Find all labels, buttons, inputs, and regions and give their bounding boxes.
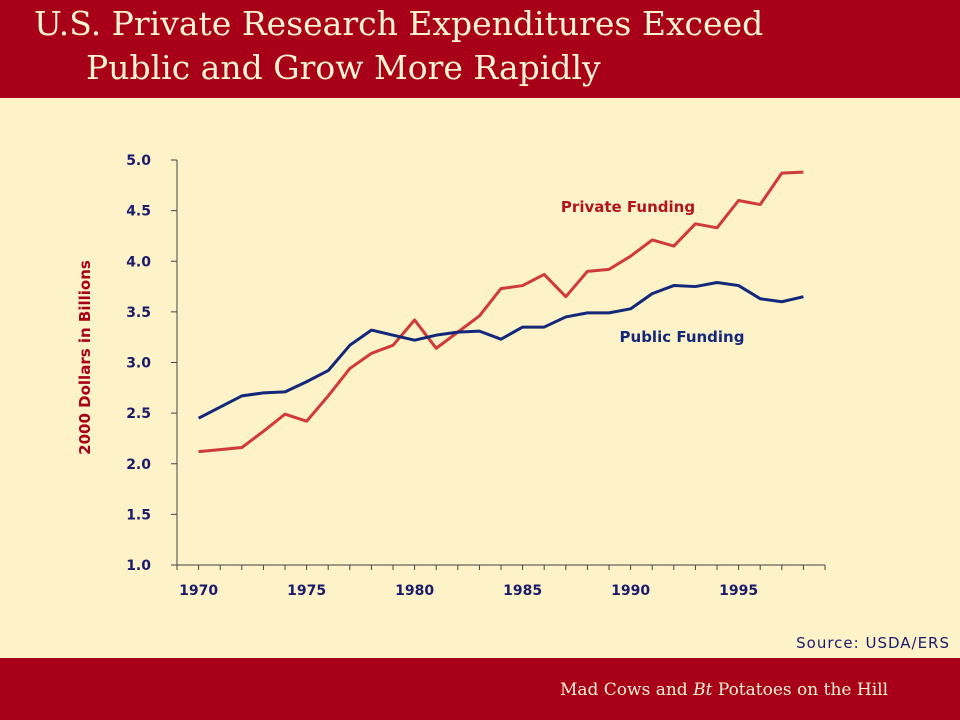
y-tick-label: 3.0 [126, 356, 151, 372]
footer-text: Mad Cows and Bt Potatoes on the Hill [560, 680, 888, 700]
x-tick-label: 1995 [719, 583, 758, 599]
y-tick-label: 1.0 [126, 558, 151, 574]
x-tick-label: 1985 [503, 583, 542, 599]
series-label-private-funding: Private Funding [561, 198, 695, 216]
y-tick-label: 2.5 [126, 406, 151, 422]
y-tick-label: 4.0 [126, 254, 151, 270]
series-line-public-funding [197, 281, 804, 420]
x-tick-label: 1970 [179, 583, 218, 599]
x-tick-label: 1975 [287, 583, 326, 599]
y-tick-label: 4.5 [126, 204, 151, 220]
y-tick-label: 5.0 [126, 153, 151, 169]
y-tick-label: 2.0 [126, 457, 151, 473]
footer-text-suffix: Potatoes on the Hill [712, 680, 888, 700]
y-tick-label: 1.5 [126, 507, 151, 523]
title-banner: U.S. Private Research Expenditures Excee… [0, 0, 960, 98]
x-tick-label: 1980 [395, 583, 434, 599]
footer-text-italic: Bt [693, 680, 713, 700]
x-tick-label: 1990 [611, 583, 650, 599]
series-label-public-funding: Public Funding [620, 328, 745, 346]
footer-text-prefix: Mad Cows and [559, 680, 694, 700]
slide-title-line-2: Public and Grow More Rapidly [86, 48, 601, 87]
slide-title-line-1: U.S. Private Research Expenditures Excee… [34, 4, 764, 43]
source-note: Source: USDA/ERS [796, 634, 950, 652]
y-axis-label: 2000 Dollars in Billions [76, 260, 94, 455]
y-tick-label: 3.5 [126, 305, 151, 321]
footer-banner: Mad Cows and Bt Potatoes on the Hill [0, 658, 960, 720]
series-line-private-funding [198, 170, 804, 454]
